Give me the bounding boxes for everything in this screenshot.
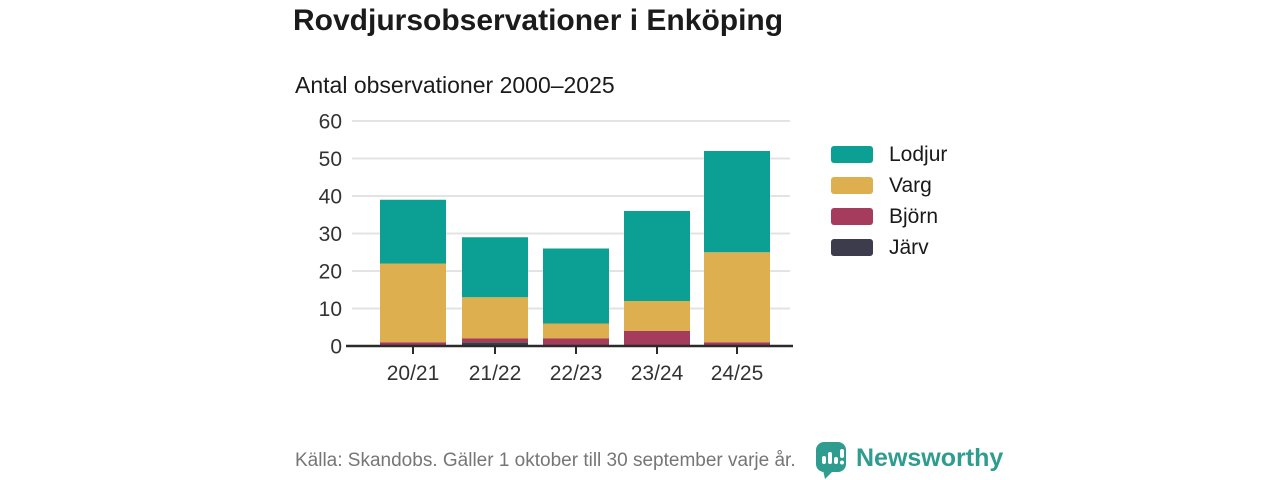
source-note: Källa: Skandobs. Gäller 1 oktober till 3…	[295, 450, 796, 471]
x-tick-label: 24/25	[711, 362, 764, 385]
legend-label: Björn	[889, 204, 939, 228]
legend-item-lodjur: Lodjur	[831, 139, 947, 170]
legend-swatch	[831, 177, 873, 194]
y-tick-label: 30	[319, 223, 342, 246]
legend-swatch	[831, 146, 873, 163]
bar-segment-järv-21-22	[462, 342, 528, 346]
legend-label: Lodjur	[889, 142, 948, 166]
bar-segment-varg-20-21	[380, 263, 446, 343]
bar-segment-lodjur-22-23	[543, 248, 609, 324]
legend-item-björn: Björn	[831, 201, 947, 232]
legend-label: Varg	[889, 173, 932, 197]
chart-subtitle: Antal observationer 2000–2025	[295, 72, 615, 98]
legend: Lodjur Varg Björn Järv	[831, 139, 947, 263]
bar-segment-lodjur-23-24	[624, 211, 690, 301]
legend-swatch	[831, 239, 873, 256]
x-tick-label: 22/23	[550, 362, 603, 385]
x-tick-label: 21/22	[469, 362, 522, 385]
y-tick-label: 20	[319, 261, 342, 284]
x-tick-label: 23/24	[631, 362, 684, 385]
bar-segment-björn-21-22	[462, 338, 528, 343]
bar-segment-björn-20-21	[380, 342, 446, 346]
bar-segment-varg-22-23	[543, 323, 609, 339]
legend-swatch	[831, 208, 873, 225]
y-tick-label: 0	[330, 336, 342, 359]
x-axis-labels: 20/21 21/22 22/23 23/24 24/25	[387, 362, 764, 385]
y-axis-labels: 0 10 20 30 40 50 60	[319, 111, 342, 359]
x-tick-label: 20/21	[387, 362, 440, 385]
bar-segment-varg-24-25	[704, 252, 770, 343]
legend-item-järv: Järv	[831, 232, 947, 263]
legend-item-varg: Varg	[831, 170, 947, 201]
x-axis-ticks	[412, 347, 738, 354]
y-tick-label: 40	[319, 186, 342, 209]
bar-segment-varg-23-24	[624, 301, 690, 331]
newsworthy-wordmark: Newsworthy	[856, 444, 1004, 472]
bar-segment-lodjur-20-21	[380, 199, 446, 264]
newsworthy-logo-icon	[816, 442, 846, 479]
bar-segment-lodjur-24-25	[704, 151, 770, 253]
legend-label: Järv	[889, 235, 929, 259]
y-tick-label: 10	[319, 298, 342, 321]
stacked-bar-chart: 0 10 20 30 40 50 60 20/21 21/22 22/23 23/24 24/25	[319, 111, 793, 385]
bar-segment-björn-22-23	[543, 338, 609, 346]
y-tick-label: 50	[319, 148, 342, 171]
bar-segment-björn-24-25	[704, 342, 770, 346]
bar-segment-björn-23-24	[624, 331, 690, 346]
bar-segment-lodjur-21-22	[462, 237, 528, 298]
newsworthy-brand: Newsworthy	[815, 441, 1003, 479]
bars	[380, 151, 770, 346]
chart-title: Rovdjursobservationer i Enköping	[293, 4, 784, 37]
bar-segment-varg-21-22	[462, 297, 528, 339]
y-tick-label: 60	[319, 111, 342, 134]
